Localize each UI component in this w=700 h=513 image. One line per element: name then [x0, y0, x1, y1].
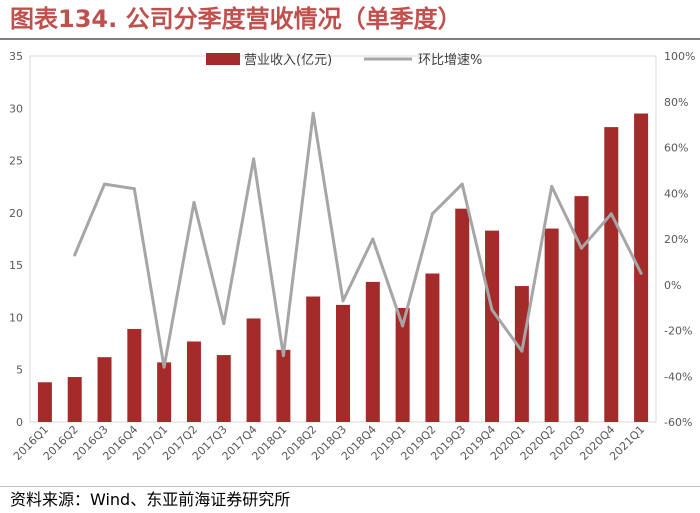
line-point	[609, 212, 613, 216]
left-tick-label: 25	[9, 155, 23, 168]
chart-title: 图表134. 公司分季度营收情况（单季度）	[10, 5, 462, 33]
bar	[37, 382, 52, 422]
bar	[604, 127, 619, 422]
legend-line-label: 环比增速%	[418, 53, 482, 68]
line-point	[490, 308, 494, 312]
line-point	[311, 111, 315, 115]
bar	[186, 341, 201, 422]
right-tick-label: -60%	[664, 416, 692, 429]
right-tick-label: -20%	[664, 325, 692, 338]
line-point	[132, 187, 136, 191]
line-point	[579, 246, 583, 250]
legend-bar-label: 营业收入(亿元)	[244, 53, 332, 68]
bar	[514, 286, 529, 422]
bar	[634, 113, 649, 422]
right-tick-label: -40%	[664, 370, 692, 383]
line-point	[550, 184, 554, 188]
growth-line	[73, 111, 643, 369]
bar	[574, 196, 589, 422]
left-tick-label: 15	[9, 259, 23, 272]
line-point	[252, 157, 256, 161]
source-note: 资料来源：Wind、东亚前海证券研究所	[10, 490, 291, 509]
legend: 营业收入(亿元) 环比增速%	[206, 53, 482, 68]
right-tick-label: 20%	[664, 233, 688, 246]
right-tick-label: 100%	[664, 50, 695, 63]
legend-bar-swatch	[206, 53, 240, 65]
bar	[306, 296, 321, 422]
left-tick-label: 20	[9, 207, 23, 220]
bar-series	[37, 113, 649, 422]
bar	[246, 318, 261, 422]
line-point	[192, 200, 196, 204]
bar	[365, 281, 380, 422]
bar	[395, 308, 410, 422]
right-axis-ticks: -60% -40% -20% 0% 20% 40% 60% 80% 100%	[664, 50, 695, 429]
left-axis-ticks: 0 5 10 15 20 25 30 35	[9, 50, 23, 429]
left-tick-label: 10	[9, 311, 23, 324]
line-point	[162, 365, 166, 369]
line-point	[73, 253, 77, 257]
bar	[276, 349, 291, 422]
left-tick-label: 30	[9, 102, 23, 115]
bar	[544, 228, 559, 422]
line-point	[281, 354, 285, 358]
bar	[425, 273, 440, 422]
x-axis-ticks: 2016Q12016Q22016Q32016Q42017Q12017Q22017…	[11, 423, 647, 463]
right-tick-label: 80%	[664, 96, 688, 109]
line-point	[401, 324, 405, 328]
right-tick-label: 40%	[664, 187, 688, 200]
bar	[216, 355, 231, 422]
line-point	[430, 212, 434, 216]
bar	[127, 328, 142, 422]
line-point	[639, 271, 643, 275]
line-point	[371, 237, 375, 241]
bar	[336, 304, 350, 422]
right-tick-label: 0%	[664, 279, 681, 292]
line-point	[460, 182, 464, 186]
bar	[455, 208, 470, 422]
line-point	[520, 349, 524, 353]
bar	[485, 230, 500, 422]
bar	[67, 377, 82, 422]
line-point	[103, 182, 107, 186]
right-tick-label: 60%	[664, 142, 688, 155]
bar	[157, 362, 172, 422]
line-point	[341, 299, 345, 303]
bar	[97, 357, 112, 422]
line-series	[73, 111, 643, 369]
left-tick-label: 5	[16, 364, 23, 377]
title-divider	[0, 38, 700, 40]
line-point	[222, 322, 226, 326]
source-divider	[0, 486, 700, 487]
left-tick-label: 0	[16, 416, 23, 429]
left-tick-label: 35	[9, 50, 23, 63]
revenue-chart: 0 5 10 15 20 25 30 35 -60% -40% -20% 0% 20% 40% 60% 80…	[9, 50, 695, 463]
